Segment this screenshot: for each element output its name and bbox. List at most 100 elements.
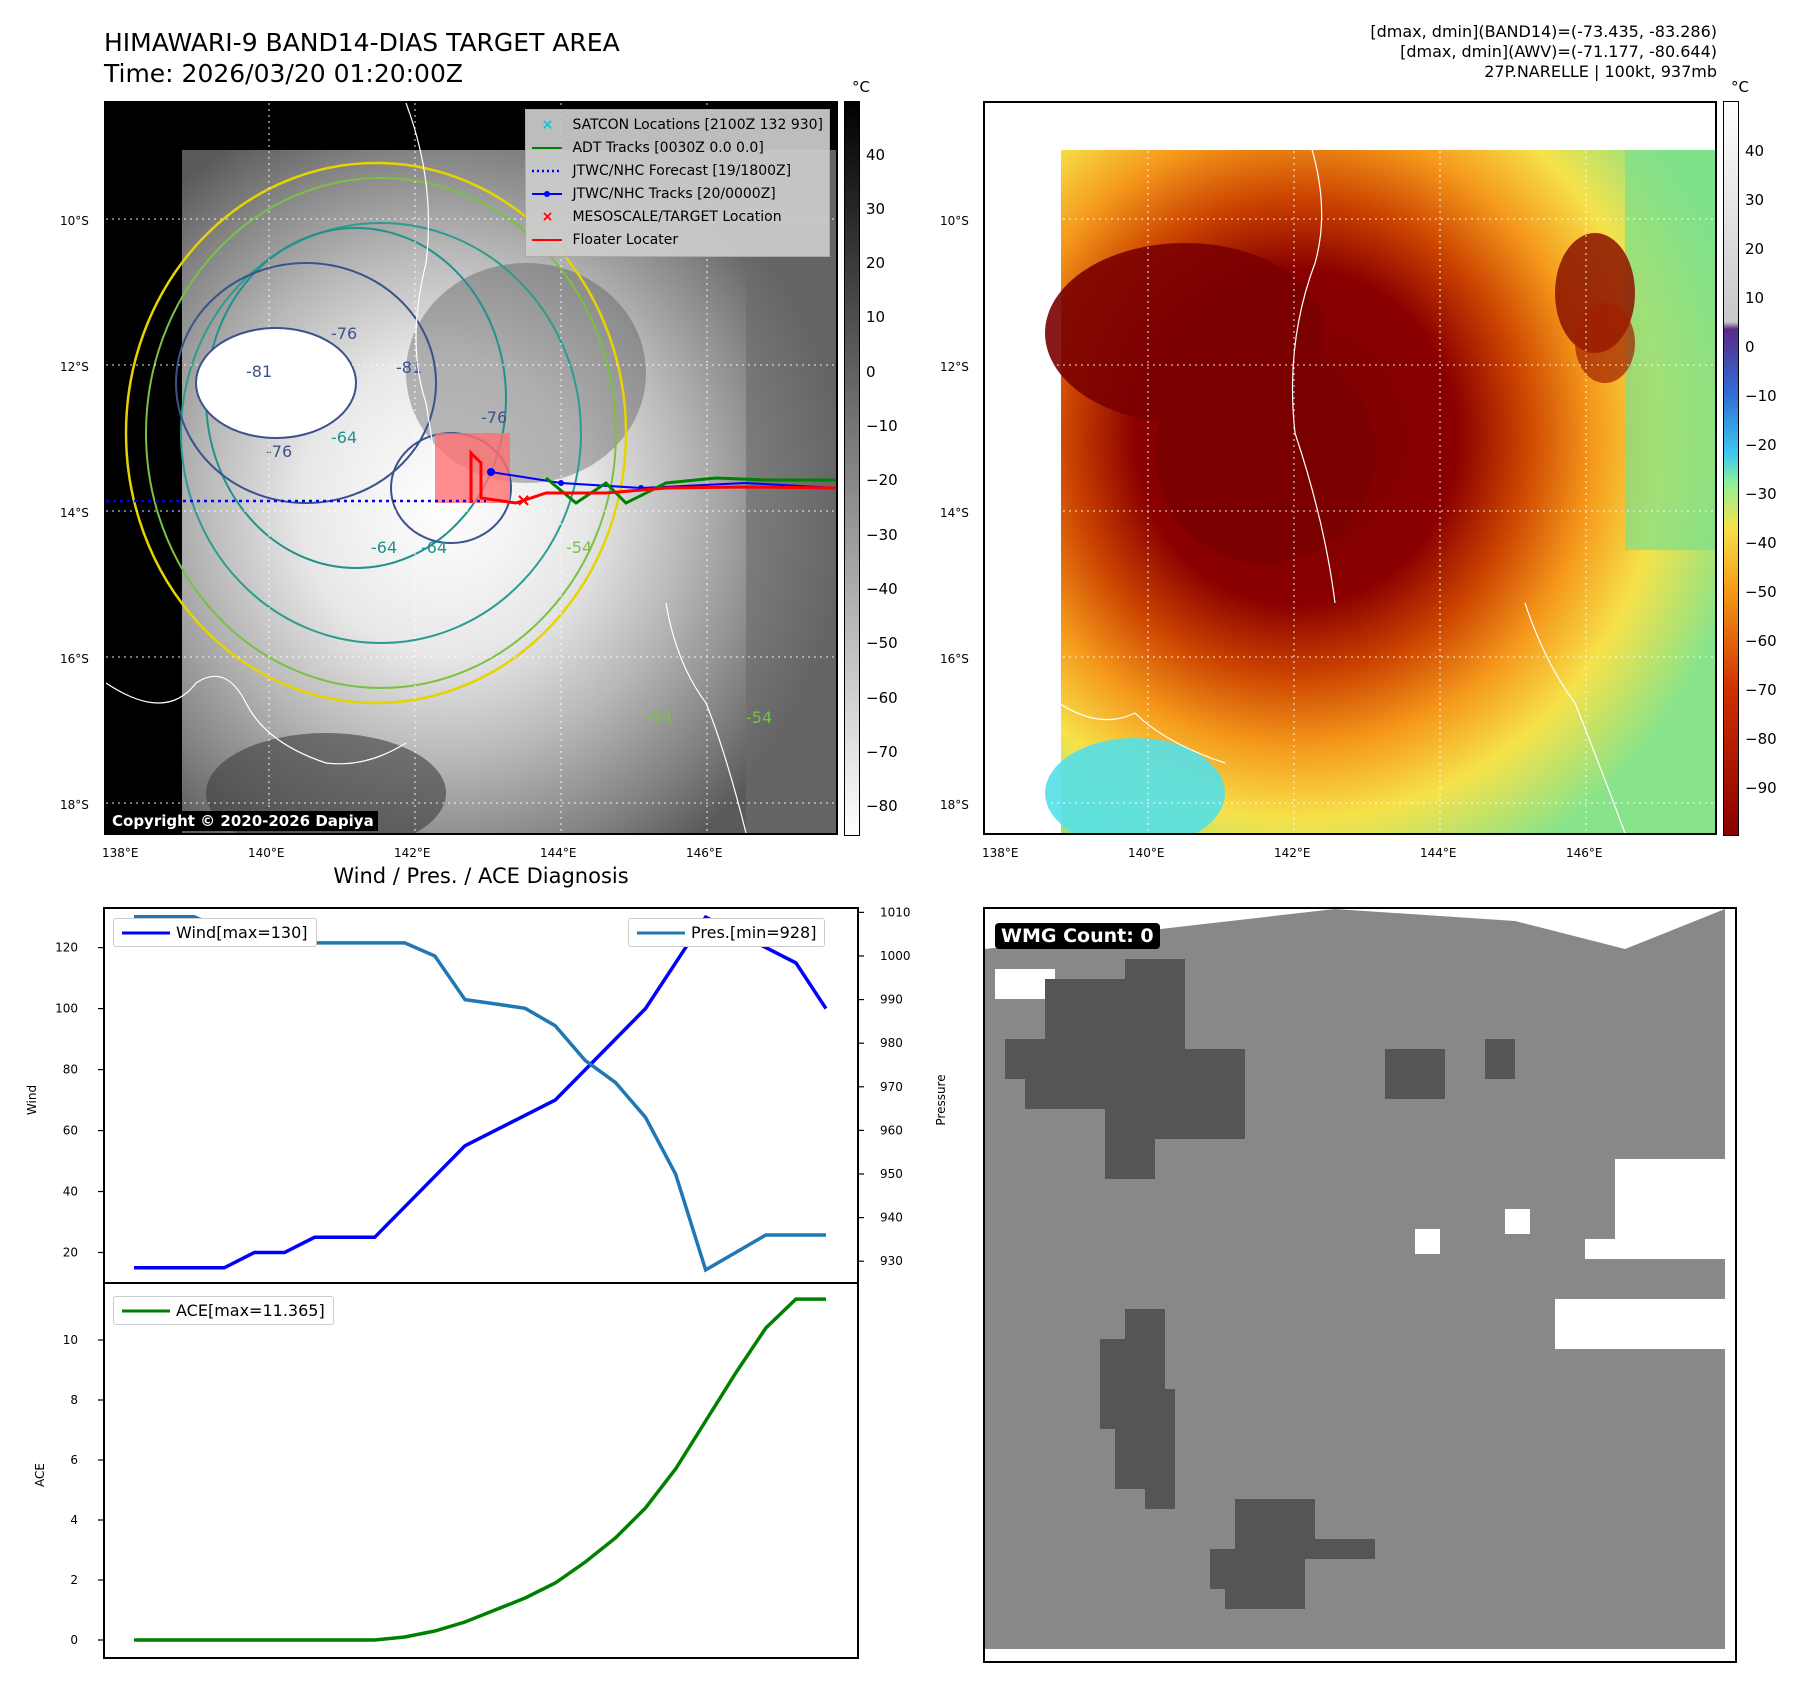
contour-label: -54 [566, 538, 592, 557]
wind-axes-frame [103, 907, 859, 1284]
legend-item: × SATCON Locations [2100Z 132 930] [532, 114, 823, 137]
diagnosis-title: Wind / Pres. / ACE Diagnosis [333, 864, 629, 888]
legend-label: JTWC/NHC Tracks [20/0000Z] [572, 186, 776, 202]
colorbar-tick: 20 [866, 254, 886, 272]
ir-map-image: -76 -81 -81 -76 -76 -64 -64 -64 -54 -54 … [106, 103, 836, 833]
colorbar-tick: −70 [866, 743, 898, 761]
title-line-2: Time: 2026/03/20 01:20:00Z [104, 59, 463, 88]
awv-lon-ticks: 138°E 140°E 142°E 144°E 146°E [880, 846, 1780, 866]
pressure-tick-label: 990 [880, 993, 903, 1007]
dotted-line-icon [532, 160, 563, 183]
ace-tick-label: 6 [70, 1453, 78, 1467]
title-line-1: HIMAWARI-9 BAND14-DIAS TARGET AREA [104, 28, 620, 57]
info-line-1: [dmax, dmin](BAND14)=(-73.435, -83.286) [1370, 22, 1717, 41]
legend-label: MESOSCALE/TARGET Location [572, 209, 782, 225]
awv-colorbar [1723, 101, 1739, 836]
lat-tick: 10°S [940, 214, 969, 228]
colorbar-tick: −80 [866, 797, 898, 815]
colorbar-tick: −80 [1745, 730, 1777, 748]
colorbar-tick: −30 [1745, 485, 1777, 503]
colorbar-tick: −60 [866, 689, 898, 707]
pressure-legend-label: Pres.[min=928] [691, 923, 817, 942]
contour-label: -76 [481, 408, 507, 427]
contour-label: -54 [746, 708, 772, 727]
lon-tick: 138°E [982, 846, 1019, 860]
wind-tick-label: 100 [55, 1002, 78, 1016]
ir-colorbar-unit: °C [852, 78, 870, 96]
info-line-2: [dmax, dmin](AWV)=(-71.177, -80.644) [1400, 42, 1717, 61]
lon-tick: 142°E [394, 846, 431, 860]
legend-label: ADT Tracks [0030Z 0.0 0.0] [572, 140, 764, 156]
wind-legend: Wind[max=130] [113, 918, 317, 947]
lon-tick: 146°E [1566, 846, 1603, 860]
lon-tick: 140°E [1128, 846, 1165, 860]
wind-legend-label: Wind[max=130] [176, 923, 308, 942]
x-marker-icon: × [541, 117, 554, 133]
colorbar-tick: −70 [1745, 681, 1777, 699]
ace-tick-label: 10 [63, 1333, 78, 1347]
awv-lat-ticks: 10°S 12°S 14°S 16°S 18°S [940, 0, 980, 840]
line-icon [637, 931, 685, 934]
colorbar-tick: −60 [1745, 632, 1777, 650]
colorbar-tick: 0 [866, 363, 876, 381]
legend-item: × MESOSCALE/TARGET Location [532, 206, 823, 229]
legend-item: JTWC/NHC Forecast [19/1800Z] [532, 160, 823, 183]
contour-label: -64 [421, 538, 447, 557]
pressure-series-line [134, 914, 826, 1273]
wind-tick-label: 40 [63, 1185, 78, 1199]
awv-map-image [985, 103, 1715, 833]
lat-tick: 10°S [60, 214, 89, 228]
ace-legend: ACE[max=11.365] [113, 1296, 334, 1325]
lon-tick: 142°E [1274, 846, 1311, 860]
wind-axis-label: Wind [25, 1085, 39, 1115]
x-marker-icon: × [541, 209, 554, 225]
contour-label: -64 [331, 428, 357, 447]
colorbar-tick: 30 [1745, 191, 1765, 209]
dot-line-icon [532, 183, 563, 206]
legend-label: JTWC/NHC Forecast [19/1800Z] [572, 163, 792, 179]
colorbar-tick: −40 [1745, 534, 1777, 552]
info-line-3: 27P.NARELLE | 100kt, 937mb [1484, 62, 1717, 81]
lon-tick: 140°E [248, 846, 285, 860]
colorbar-tick: −10 [866, 417, 898, 435]
contour-label: -76 [331, 324, 357, 343]
lat-tick: 16°S [940, 652, 969, 666]
colorbar-tick: 30 [866, 200, 886, 218]
colorbar-tick: 0 [1745, 338, 1755, 356]
lat-tick: 14°S [940, 506, 969, 520]
wmg-grid-image [985, 909, 1725, 1649]
contour-label: -76 [266, 442, 292, 461]
svg-text:×: × [516, 490, 531, 511]
figure-title: HIMAWARI-9 BAND14-DIAS TARGET AREA Time:… [104, 27, 620, 89]
awv-colorbar-unit: °C [1731, 78, 1749, 96]
pressure-tick-label: 1010 [880, 905, 911, 919]
legend-item: Floater Locater [532, 229, 823, 252]
ace-legend-label: ACE[max=11.365] [176, 1301, 325, 1320]
contour-label: -81 [246, 362, 272, 381]
colorbar-tick: −30 [866, 526, 898, 544]
lat-tick: 14°S [60, 506, 89, 520]
colorbar-tick: −90 [1745, 779, 1777, 797]
contour-label: -81 [396, 358, 422, 377]
lat-tick: 16°S [60, 652, 89, 666]
wind-tick-label: 120 [55, 941, 78, 955]
colorbar-tick: −20 [1745, 436, 1777, 454]
ir-legend: × SATCON Locations [2100Z 132 930] ADT Tr… [525, 109, 830, 257]
wind-tick-label: 20 [63, 1246, 78, 1260]
awv-colorbar-ticks: 40 30 20 10 0 −10 −20 −30 −40 −50 −60 −7… [1745, 0, 1795, 900]
line-icon [122, 1309, 170, 1312]
pressure-axis-label: Pressure [934, 1074, 948, 1125]
awv-map-panel [983, 101, 1717, 835]
ace-tick-label: 8 [70, 1393, 78, 1407]
colorbar-tick: −40 [866, 580, 898, 598]
lat-tick: 18°S [940, 798, 969, 812]
ace-axes-frame [103, 1282, 859, 1659]
ace-tick-label: 0 [70, 1633, 78, 1647]
lon-tick: 146°E [686, 846, 723, 860]
pressure-tick-label: 930 [880, 1254, 903, 1268]
pressure-tick-label: 1000 [880, 949, 911, 963]
line-icon [532, 137, 563, 160]
legend-label: Floater Locater [572, 232, 679, 248]
colorbar-tick: 10 [866, 308, 886, 326]
